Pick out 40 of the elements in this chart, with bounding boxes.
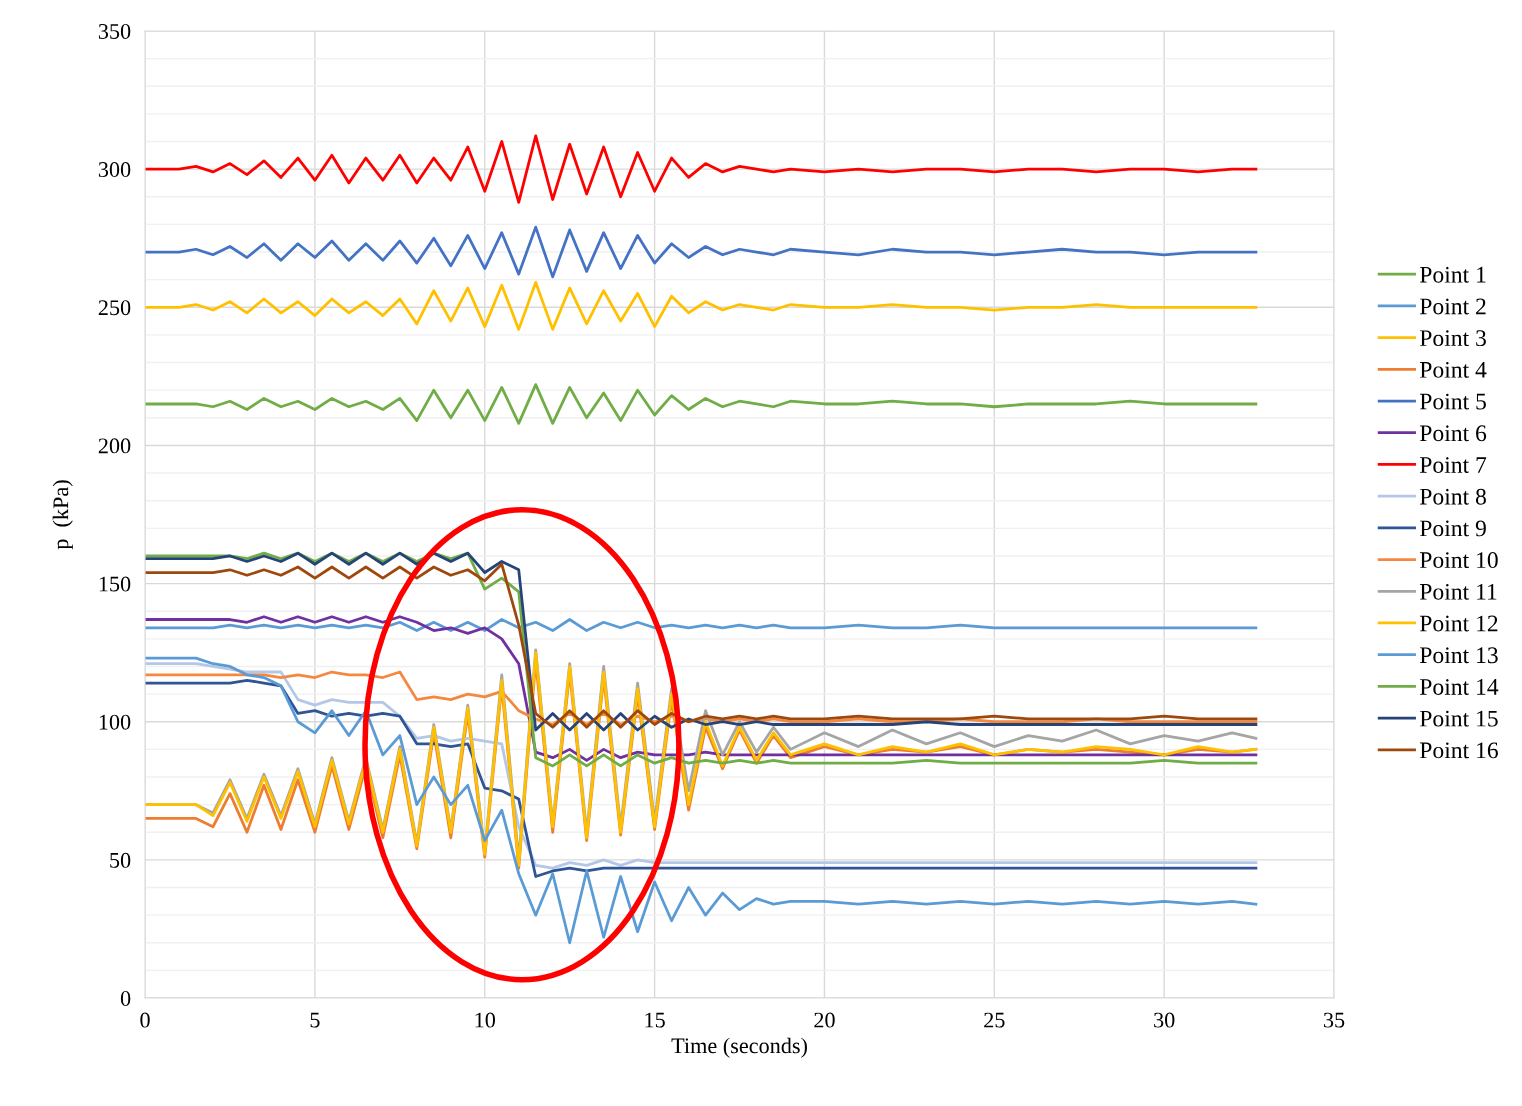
x-tick-label: 35 xyxy=(1323,1012,1345,1028)
legend-label: Point 4 xyxy=(1419,361,1487,378)
legend-label: Point 10 xyxy=(1419,552,1498,569)
y-tick-label: 150 xyxy=(99,576,131,592)
y-tick-label: 100 xyxy=(99,714,131,730)
legend-label: Point 16 xyxy=(1419,742,1498,759)
legend-label: Point 2 xyxy=(1419,298,1486,315)
x-tick-label: 30 xyxy=(1154,1012,1175,1028)
line-series xyxy=(145,383,1258,425)
line-series xyxy=(145,618,1258,632)
legend-label: Point 3 xyxy=(1419,330,1486,347)
x-tick-label: 0 xyxy=(140,1012,150,1028)
legend-label: Point 7 xyxy=(1419,457,1487,473)
x-tick-label: 5 xyxy=(310,1012,320,1028)
legend-label: Point 15 xyxy=(1419,710,1498,727)
y-tick-label: 350 xyxy=(98,23,131,39)
y-tick-label: 300 xyxy=(98,162,131,178)
y-tick-label: 250 xyxy=(98,300,131,316)
x-tick-label: 10 xyxy=(475,1012,496,1028)
x-axis-title: Time (seconds) xyxy=(671,1037,807,1058)
line-series xyxy=(145,134,1258,204)
legend-label: Point 1 xyxy=(1419,266,1486,283)
y-axis-title: p (kPa) xyxy=(52,480,73,550)
y-tick-label: 200 xyxy=(98,438,131,454)
legend-label: Point 9 xyxy=(1419,520,1486,537)
line-series xyxy=(145,225,1258,279)
legend-label: Point 12 xyxy=(1419,615,1498,632)
line-series xyxy=(145,656,1258,945)
x-tick-label: 15 xyxy=(645,1012,665,1028)
y-tick-label: 0 xyxy=(120,990,131,1006)
legend-label: Point 11 xyxy=(1419,583,1497,600)
y-tick-label: 50 xyxy=(110,852,131,868)
legend-label: Point 8 xyxy=(1419,488,1486,505)
x-tick-label: 25 xyxy=(984,1012,1005,1028)
x-tick-label: 20 xyxy=(814,1012,835,1028)
legend-label: Point 14 xyxy=(1419,679,1499,695)
legend-label: Point 13 xyxy=(1419,647,1498,664)
line-series xyxy=(145,281,1258,331)
legend-label: Point 6 xyxy=(1419,425,1487,442)
legend-label: Point 5 xyxy=(1419,393,1486,410)
